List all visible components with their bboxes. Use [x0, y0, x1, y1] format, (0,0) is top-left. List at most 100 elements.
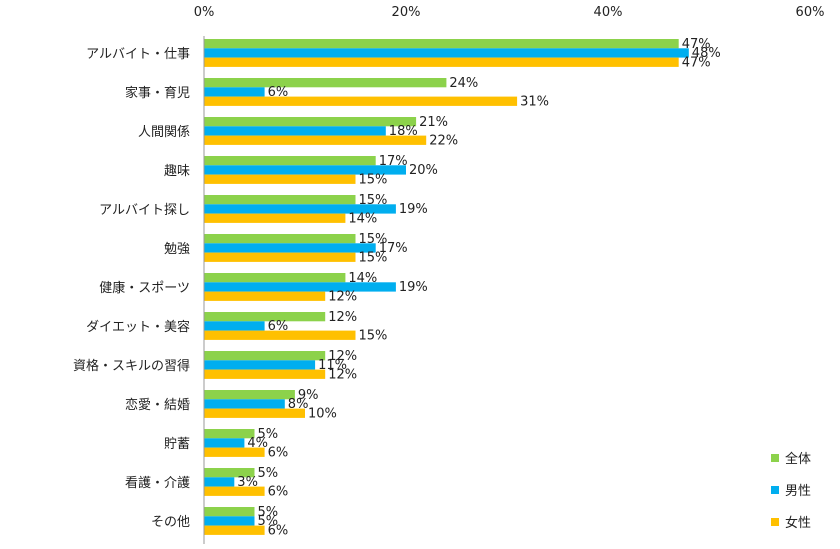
bar	[204, 390, 295, 400]
legend-label: 男性	[785, 484, 811, 499]
bar	[204, 312, 326, 322]
bar	[204, 204, 396, 214]
bar	[204, 399, 285, 409]
data-label: 5%	[258, 514, 279, 529]
data-label: 17%	[379, 241, 408, 256]
x-tick-label: 20%	[392, 5, 421, 20]
data-label: 4%	[247, 436, 268, 451]
data-label: 21%	[419, 115, 448, 130]
bar	[204, 447, 265, 457]
bar	[204, 96, 518, 106]
data-label: 47%	[682, 37, 711, 52]
legend-swatch	[771, 518, 779, 526]
data-label: 10%	[308, 406, 337, 421]
bar	[204, 243, 376, 253]
bar	[204, 468, 255, 478]
category-label: 看護・介護	[125, 475, 190, 491]
data-label: 12%	[328, 349, 357, 364]
x-tick-label: 60%	[796, 5, 825, 20]
x-axis-ticks: 0% 20% 40% 60%	[194, 5, 825, 20]
bar	[204, 156, 376, 166]
legend-swatch	[771, 486, 779, 494]
data-label: 18%	[389, 124, 418, 139]
data-label: 6%	[268, 523, 289, 538]
bar	[204, 516, 255, 526]
data-label: 12%	[328, 310, 357, 325]
data-label: 14%	[348, 211, 377, 226]
category-label: 家事・育児	[125, 85, 190, 101]
category-label: 資格・スキルの習得	[73, 358, 190, 374]
data-label: 19%	[399, 280, 428, 295]
bar	[204, 87, 265, 97]
x-tick-label: 0%	[194, 5, 215, 20]
bar	[204, 282, 396, 292]
category-labels: アルバイト・仕事家事・育児人間関係趣味アルバイト探し勉強健康・スポーツダイエット…	[73, 47, 190, 530]
data-label: 6%	[268, 319, 289, 334]
data-label: 20%	[409, 163, 438, 178]
category-label: その他	[151, 515, 190, 530]
category-label: 健康・スポーツ	[99, 280, 190, 296]
data-label: 8%	[288, 397, 309, 412]
bar	[204, 234, 356, 244]
category-label: アルバイト探し	[99, 203, 190, 218]
data-label: 6%	[268, 484, 289, 499]
category-label: 勉強	[164, 242, 190, 257]
category-label: 人間関係	[138, 125, 190, 140]
bar	[204, 507, 255, 517]
data-label: 24%	[449, 76, 478, 91]
bar	[204, 351, 326, 361]
bar	[204, 174, 356, 184]
category-label: アルバイト・仕事	[86, 47, 190, 62]
data-label: 17%	[379, 154, 408, 169]
bar	[204, 429, 255, 439]
data-label: 3%	[237, 475, 258, 490]
data-label: 5%	[258, 427, 279, 442]
bar	[204, 291, 326, 301]
data-label: 15%	[359, 328, 388, 343]
bar	[204, 360, 316, 370]
bar	[204, 330, 356, 340]
data-label: 22%	[429, 133, 458, 148]
bar	[204, 525, 265, 535]
bar	[204, 438, 245, 448]
data-label: 15%	[359, 232, 388, 247]
data-label: 12%	[328, 367, 357, 382]
category-label: 恋愛・結婚	[125, 397, 190, 413]
bar	[204, 252, 356, 262]
data-label: 15%	[359, 250, 388, 265]
bar	[204, 408, 305, 418]
data-label: 47%	[682, 55, 711, 70]
legend-label: 女性	[785, 515, 811, 531]
data-label: 19%	[399, 202, 428, 217]
bar	[204, 195, 356, 205]
data-label: 15%	[359, 193, 388, 208]
bar	[204, 486, 265, 496]
data-labels: 47%48%47%24%6%31%21%18%22%17%20%15%15%19…	[237, 37, 720, 539]
bar	[204, 126, 386, 136]
bar	[204, 477, 235, 487]
data-label: 6%	[268, 85, 289, 100]
bar	[204, 57, 679, 67]
bar	[204, 273, 346, 283]
bars	[204, 39, 689, 535]
bar	[204, 135, 427, 145]
bar	[204, 213, 346, 223]
category-label: 趣味	[164, 164, 190, 179]
data-label: 14%	[348, 271, 377, 286]
bar	[204, 78, 447, 88]
bar	[204, 321, 265, 331]
data-label: 48%	[692, 46, 721, 61]
bar	[204, 48, 689, 58]
data-label: 31%	[520, 94, 549, 109]
bar	[204, 117, 417, 127]
bar	[204, 165, 406, 175]
data-label: 15%	[359, 172, 388, 187]
legend-label: 全体	[785, 451, 811, 467]
legend-swatch	[771, 454, 779, 462]
category-label: ダイエット・美容	[86, 319, 190, 335]
data-label: 5%	[258, 505, 279, 520]
data-label: 9%	[298, 388, 319, 403]
